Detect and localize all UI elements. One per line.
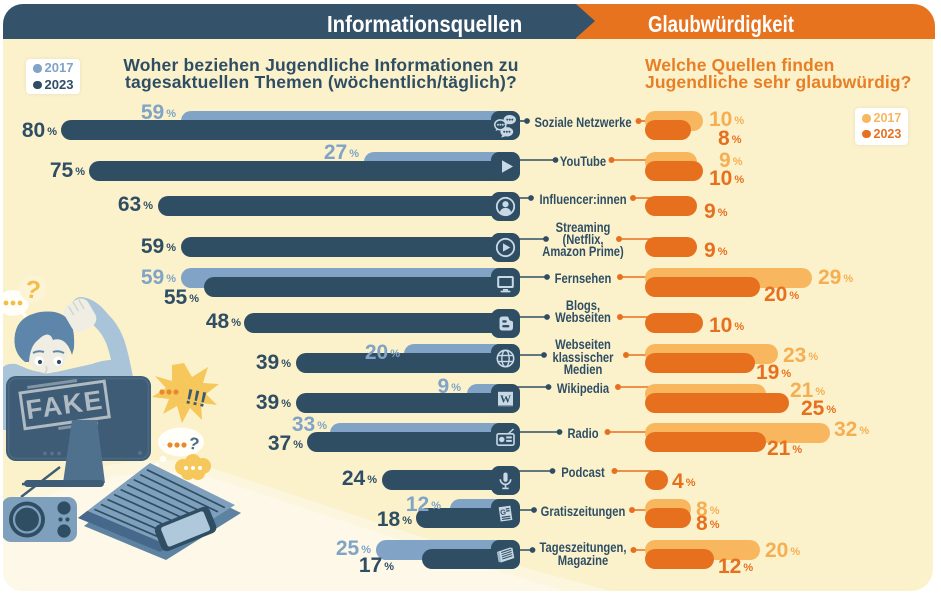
svg-text:?: ? <box>23 275 42 305</box>
svg-text:W: W <box>500 394 511 406</box>
svg-text:!!!: !!! <box>184 385 209 412</box>
svg-text:G: G <box>499 507 506 517</box>
svg-text:?: ? <box>187 434 201 455</box>
